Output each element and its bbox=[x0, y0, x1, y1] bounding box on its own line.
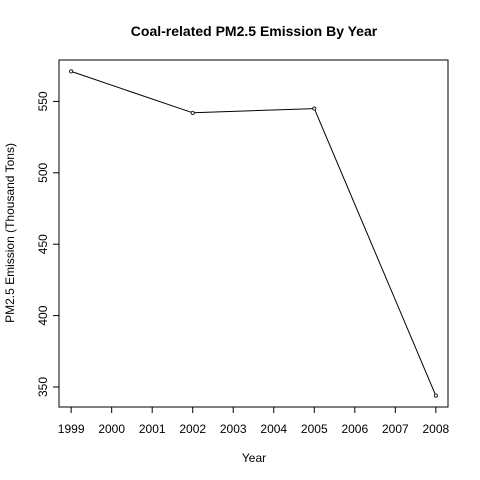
data-points bbox=[70, 70, 438, 397]
y-tick-label: 550 bbox=[36, 91, 50, 111]
data-point bbox=[191, 111, 194, 114]
x-tick-label: 2003 bbox=[220, 422, 247, 436]
y-tick-label: 450 bbox=[36, 234, 50, 254]
x-axis: 1999 2000 2001 2002 2003 2004 2005 2006 2007 2008 bbox=[58, 407, 450, 436]
y-tick-label: 400 bbox=[36, 305, 50, 325]
x-tick-label: 2002 bbox=[179, 422, 206, 436]
data-point bbox=[70, 70, 73, 73]
data-point bbox=[434, 394, 437, 397]
x-tick-label: 2001 bbox=[139, 422, 166, 436]
x-tick-label: 1999 bbox=[58, 422, 85, 436]
y-axis: 350 400 450 500 550 bbox=[36, 91, 59, 397]
x-axis-label: Year bbox=[242, 451, 266, 465]
data-point bbox=[313, 107, 316, 110]
x-tick-label: 2005 bbox=[301, 422, 328, 436]
x-tick-label: 2004 bbox=[260, 422, 287, 436]
plot-frame bbox=[59, 60, 448, 407]
x-tick-label: 2006 bbox=[341, 422, 368, 436]
x-tick-label: 2008 bbox=[422, 422, 449, 436]
chart-title: Coal-related PM2.5 Emission By Year bbox=[131, 23, 378, 39]
x-tick-label: 2007 bbox=[382, 422, 409, 436]
y-tick-label: 500 bbox=[36, 162, 50, 182]
y-tick-label: 350 bbox=[36, 377, 50, 397]
series-line bbox=[71, 71, 436, 395]
y-axis-label: PM2.5 Emission (Thousand Tons) bbox=[3, 143, 17, 323]
x-tick-label: 2000 bbox=[98, 422, 125, 436]
